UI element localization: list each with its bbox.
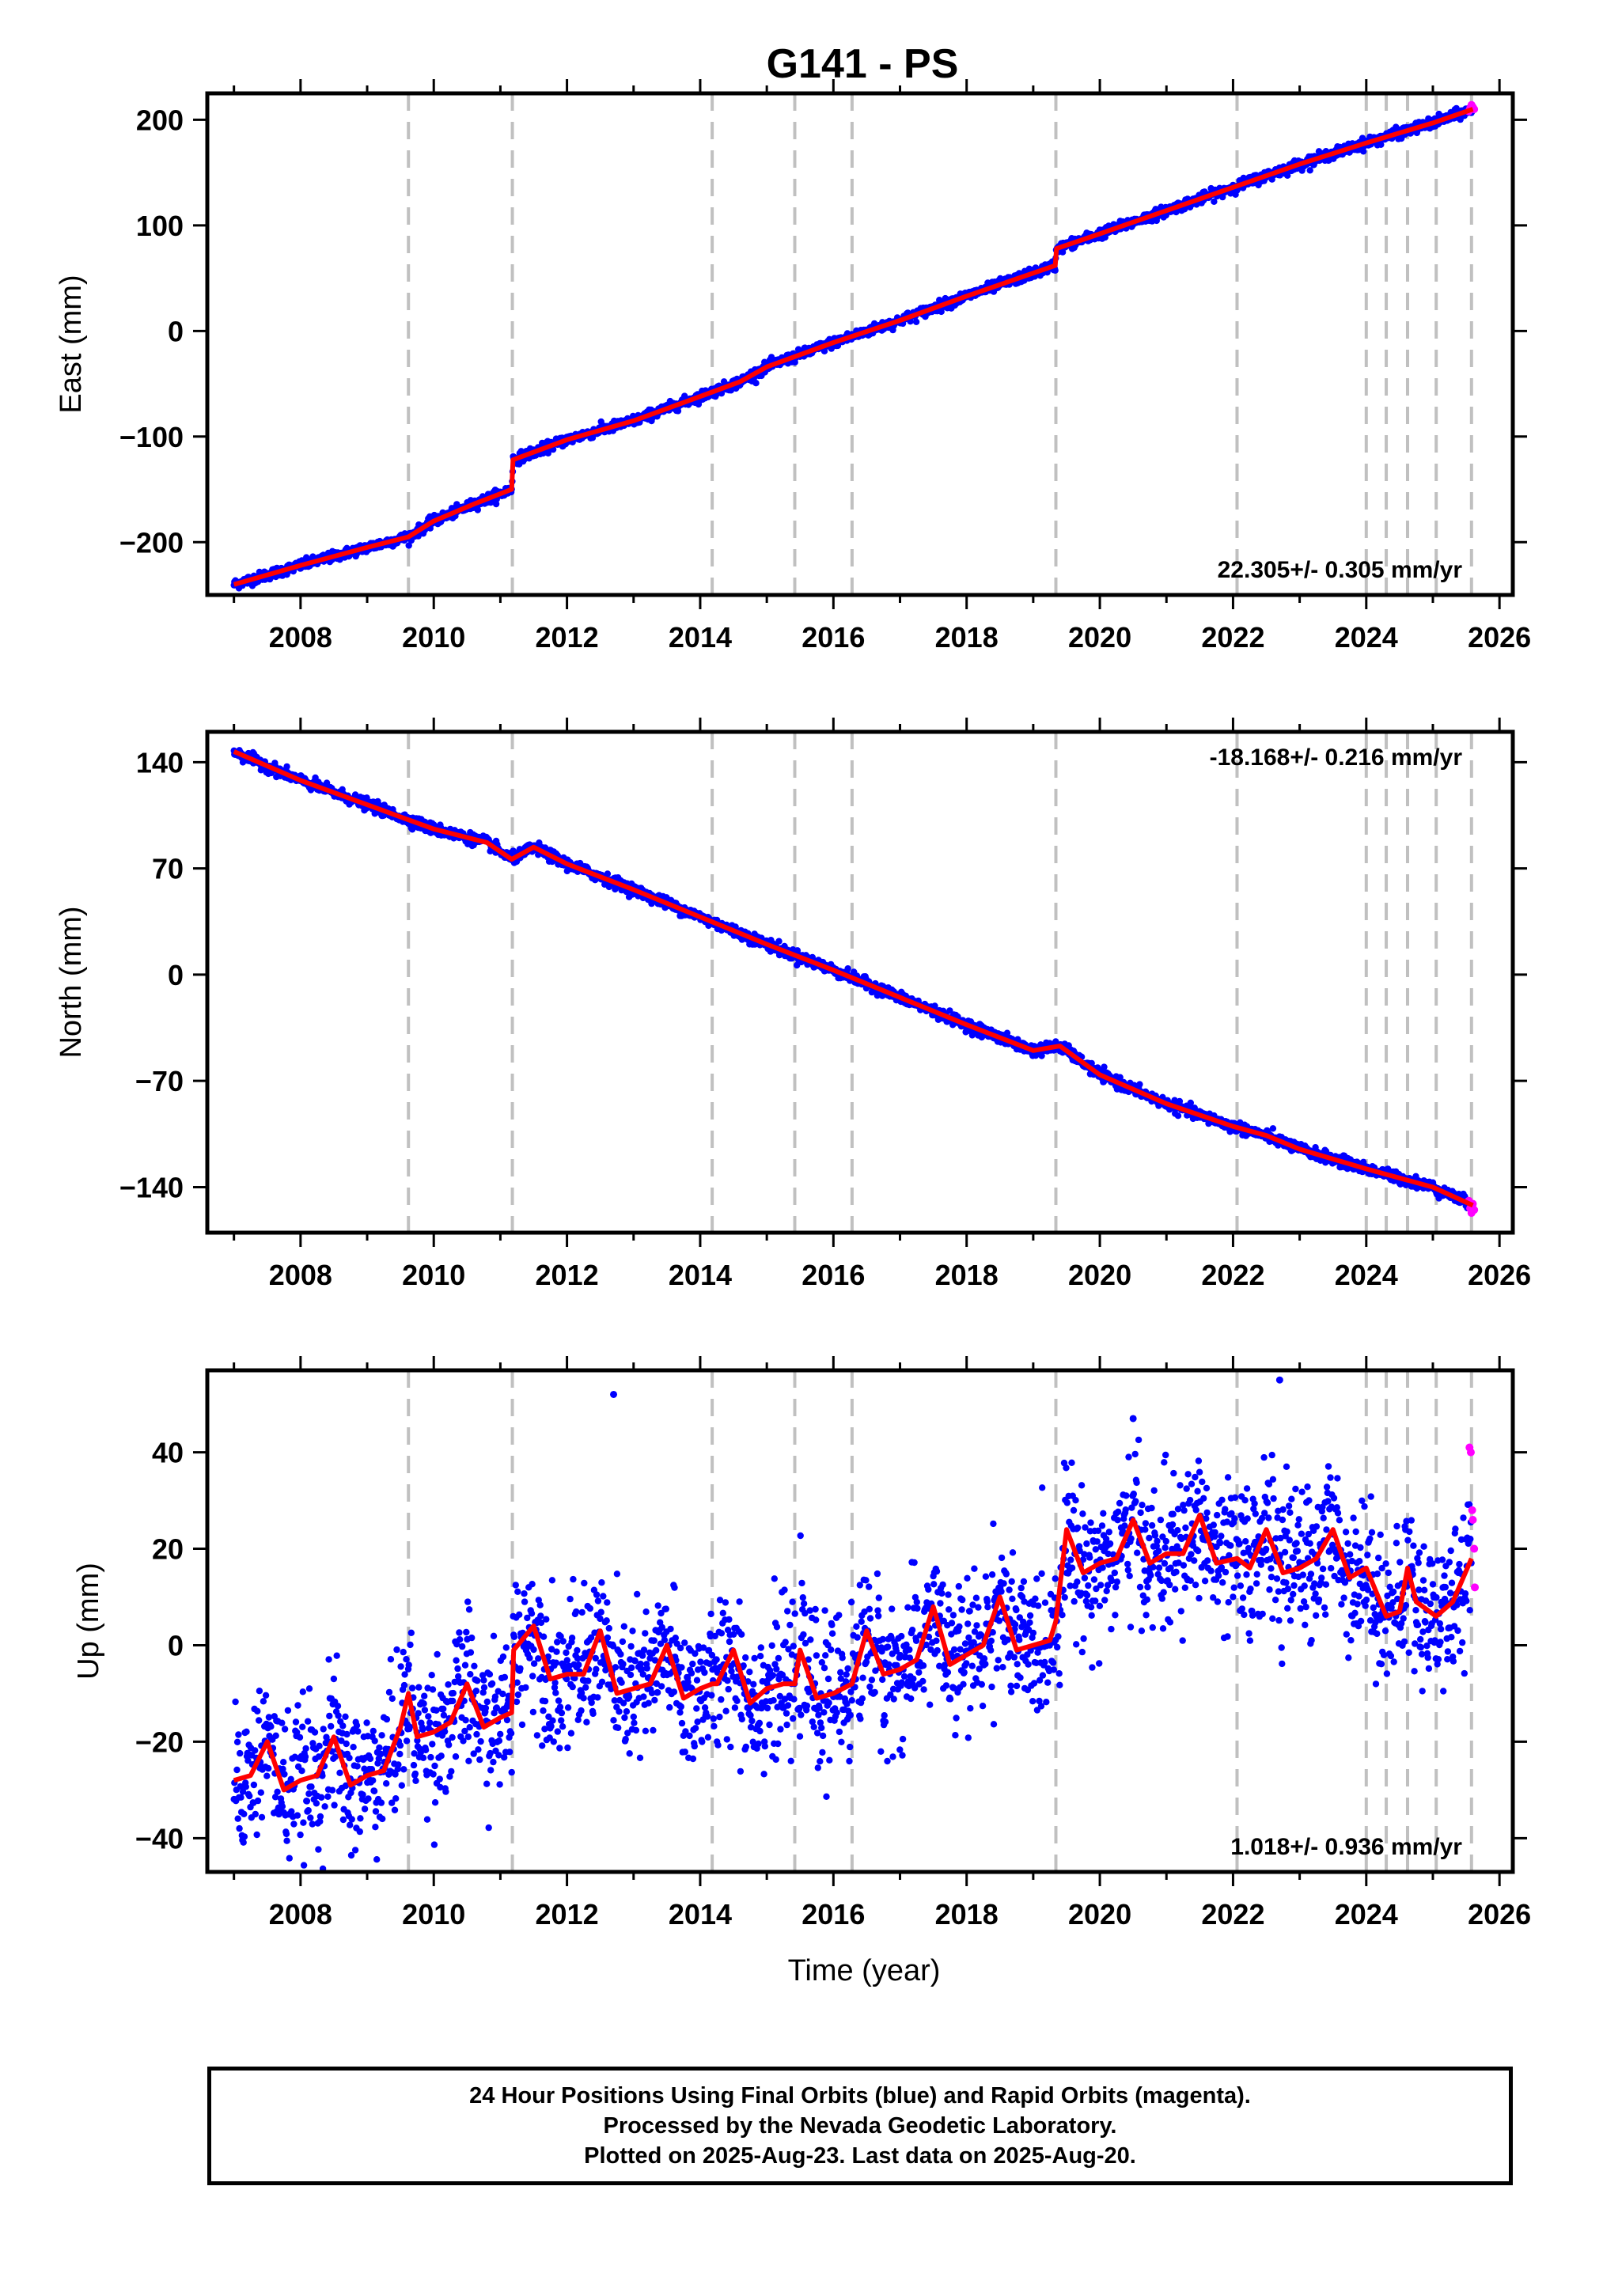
- x-tick-label-east-2010: 2010: [402, 621, 465, 654]
- y-tick-label-east-100: 100: [136, 210, 184, 242]
- x-tick-label-east-2026: 2026: [1468, 621, 1531, 654]
- data-point-east-1045: [752, 380, 760, 387]
- y-tick-label-east--100: −100: [119, 421, 184, 453]
- data-point-north-1617: [1038, 1052, 1045, 1059]
- velocity-label-east: 22.305+/- 0.305 mm/yr: [1218, 557, 1463, 583]
- data-point-east-2154: [1306, 167, 1313, 174]
- x-tick-label-east-2022: 2022: [1201, 621, 1264, 654]
- data-point-north-2080: [1269, 1125, 1277, 1132]
- data-point-north-1091: [775, 938, 783, 945]
- y-tick-label-east--200: −200: [119, 526, 184, 559]
- x-tick-label-east-2012: 2012: [536, 621, 599, 654]
- data-point-north-1890: [1174, 1112, 1182, 1120]
- data-point-east-1644: [1052, 267, 1059, 274]
- chart-title: G141 - PS: [767, 41, 959, 87]
- panels: 2008 2010 2012 2014 2016 2018 2020 2022 2024 2026…: [55, 79, 1531, 1930]
- y-tick-label-east-0: 0: [168, 315, 184, 347]
- data-point-north-106: [283, 763, 290, 771]
- panel-east: 2008 2010 2012 2014 2016 2018 2020 2022 2024 2026…: [55, 79, 1531, 654]
- data-point-east-1659: [1059, 248, 1067, 256]
- model-line-east: [233, 107, 1474, 587]
- data-point-north-1403: [931, 1002, 938, 1010]
- x-tick-label-east-2020: 2020: [1068, 621, 1131, 654]
- data-point-north-559: [510, 847, 517, 854]
- data-point-east-2296: [1378, 141, 1385, 148]
- data-point-north-1433: [946, 1007, 953, 1014]
- data-points-east: [230, 100, 1479, 592]
- y-axis-label-east: East (mm): [55, 275, 88, 413]
- data-point-north-1893: [1176, 1097, 1184, 1105]
- data-point-east-350: [405, 542, 412, 549]
- y-tick-label-east-200: 200: [136, 104, 184, 136]
- data-point-north-1915: [1187, 1099, 1195, 1107]
- data-point-north-1813: [1136, 1081, 1143, 1088]
- data-point-east-2109: [1284, 172, 1291, 179]
- data-point-east-1962: [1211, 198, 1218, 205]
- data-point-east-2261: [1360, 148, 1367, 155]
- data-point-east-1366: [912, 318, 920, 325]
- x-tick-label-east-2016: 2016: [802, 621, 865, 654]
- data-point-east-488: [474, 506, 481, 513]
- x-tick-label-east-2018: 2018: [935, 621, 999, 654]
- data-point-north-1229: [844, 965, 851, 972]
- data-point-north-1923: [1191, 1104, 1199, 1112]
- data-point-north-1742: [1101, 1063, 1108, 1070]
- data-point-north-1548: [1003, 1029, 1011, 1036]
- data-point-north-748: [604, 870, 612, 877]
- x-tick-label-east-2014: 2014: [669, 621, 732, 654]
- data-point-east-525: [492, 500, 500, 508]
- x-tick-label-east-2024: 2024: [1335, 621, 1398, 654]
- plot-frame-east: [205, 91, 1515, 597]
- panel-north: 2008 2010 2012 2014 2016 2018 2020 2022 2024 2026…: [55, 718, 1531, 1291]
- x-tick-label-east-2008: 2008: [269, 621, 332, 654]
